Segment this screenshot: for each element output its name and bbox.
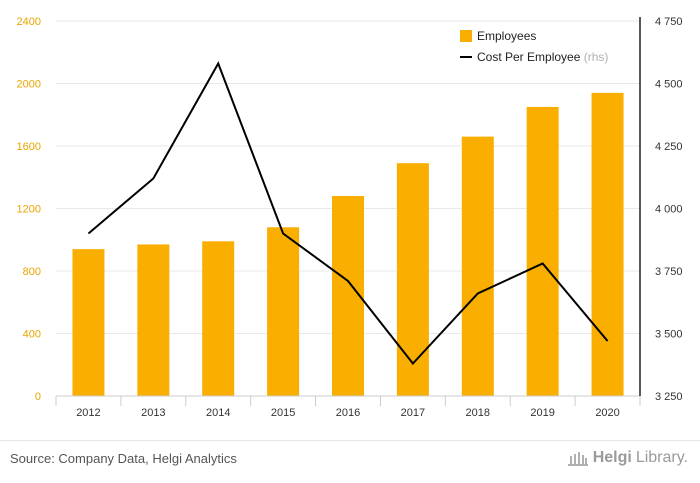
bar	[267, 227, 300, 396]
legend-rhs-suffix: (rhs)	[584, 50, 609, 64]
x-tick-label: 2014	[206, 407, 230, 419]
y-right-tick-label: 3 250	[655, 391, 683, 403]
footer-divider	[0, 440, 700, 441]
y-left-tick-label: 800	[23, 266, 41, 278]
bar	[202, 241, 235, 396]
axes: 0 400 800 1200 1600 2000 2400 3 250 3 500 3 750 4 …	[17, 16, 683, 419]
chart-container: 0 400 800 1200 1600 2000 2400 3 250 3 500 3 750 4 …	[17, 16, 683, 419]
bar	[591, 92, 624, 396]
series-line	[87, 61, 609, 366]
x-tick-label: 2013	[141, 407, 165, 419]
x-tick-label: 2015	[271, 407, 295, 419]
bar	[137, 244, 170, 396]
combo-chart: 0 400 800 1200 1600 2000 2400 3 250 3 500 3 750 4 …	[17, 16, 683, 419]
y-left-tick-label: 1600	[17, 141, 41, 153]
y-left-tick-label: 400	[23, 329, 41, 341]
y-right-tick-label: 3 750	[655, 266, 683, 278]
y-right-tick-label: 3 500	[655, 329, 683, 341]
brand-name-light: Library.	[635, 449, 688, 466]
brand-logo: Helgi Library.	[567, 449, 688, 467]
y-right-tick-label: 4 500	[655, 79, 683, 91]
y-left-tick-label: 0	[35, 391, 41, 403]
bar-series-employees	[72, 92, 624, 396]
source-note: Source: Company Data, Helgi Analytics	[10, 451, 237, 466]
bar	[526, 106, 559, 396]
library-building-icon	[567, 452, 588, 466]
y-left-tick-label: 1200	[17, 204, 41, 216]
x-tick-label: 2020	[595, 407, 619, 419]
bar	[461, 136, 494, 396]
legend: Employees Cost Per Employee (rhs)	[460, 29, 608, 64]
y-left-tick-label: 2400	[17, 16, 41, 28]
y-left-tick-label: 2000	[17, 79, 41, 91]
bar	[72, 249, 105, 396]
x-tick-label: 2017	[401, 407, 425, 419]
legend-swatch-employees	[460, 30, 472, 42]
brand-name-bold: Helgi	[592, 449, 632, 466]
x-tick-label: 2012	[76, 407, 100, 419]
y-right-tick-label: 4 000	[655, 204, 683, 216]
y-right-tick-label: 4 750	[655, 16, 683, 28]
legend-label-cost-per-employee: Cost Per Employee (rhs)	[477, 50, 608, 64]
bar	[396, 163, 429, 396]
x-tick-label: 2016	[336, 407, 360, 419]
line-series-cost-per-employee	[87, 61, 609, 366]
y-right-tick-label: 4 250	[655, 141, 683, 153]
x-tick-label: 2018	[466, 407, 490, 419]
x-tick-label: 2019	[530, 407, 554, 419]
legend-label-employees: Employees	[477, 29, 536, 43]
